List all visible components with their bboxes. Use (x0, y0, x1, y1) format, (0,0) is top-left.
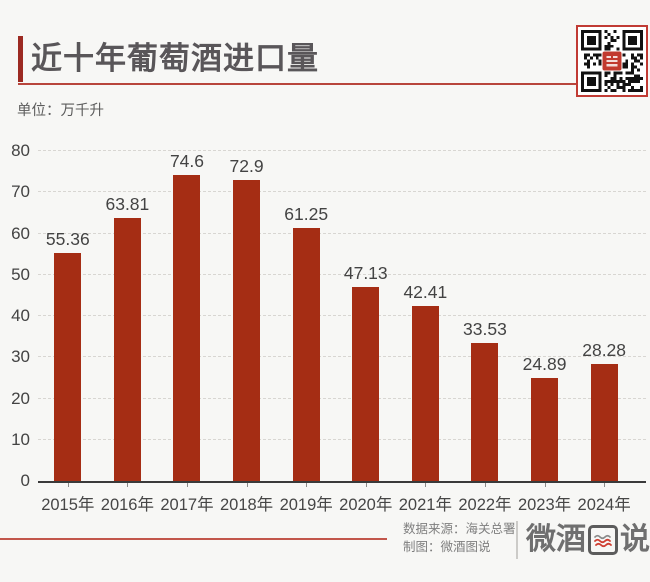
y-axis-label-50: 50 (11, 264, 30, 284)
bar-value-label: 61.25 (284, 204, 329, 225)
gridline-40 (38, 315, 646, 316)
bar-group-2018年: 72.9 (217, 151, 277, 487)
gridline-50 (38, 273, 646, 275)
credit-label: 制图：微酒图说 (403, 540, 491, 554)
bar-value-label: 28.28 (582, 340, 627, 361)
axis-tick (604, 483, 606, 487)
page-title: 近十年葡萄酒进口量 (31, 41, 319, 76)
bar-group-2022年: 33.53 (455, 151, 515, 487)
axis-tick (365, 483, 367, 487)
x-axis-label-2015年: 2015年 (41, 496, 95, 514)
logo-text-left: 微酒 (526, 523, 586, 556)
footer: 数据来源：海关总署 制图：微酒图说 微酒 说 (0, 515, 650, 582)
bar-group-2024年: 28.28 (574, 151, 634, 487)
bar-value-label: 42.41 (403, 282, 448, 303)
bar (173, 175, 201, 481)
bar (233, 180, 261, 481)
unit-label: 单位：万千升 (17, 103, 104, 119)
y-axis-label-0: 0 (20, 471, 30, 490)
axis-tick (425, 483, 427, 487)
axis-tick (246, 483, 248, 487)
data-source-label: 数据来源：海关总署 (403, 522, 516, 536)
x-axis-label-2016年: 2016年 (100, 496, 154, 514)
bar-group-2016年: 63.81 (98, 151, 158, 487)
x-axis-label-2022年: 2022年 (458, 496, 512, 514)
header: 近十年葡萄酒进口量 (18, 35, 648, 85)
bar (352, 286, 380, 481)
y-axis-label-80: 80 (11, 141, 30, 160)
logo-picture-badge (588, 525, 618, 555)
bar-value-label: 74.6 (169, 151, 205, 171)
x-axis-label-2023年: 2023年 (517, 496, 572, 514)
bar (54, 252, 82, 481)
gridline-10 (38, 438, 646, 440)
axis-tick (127, 483, 129, 487)
axis-tick (186, 483, 188, 487)
source-block: 数据来源：海关总署 制图：微酒图说 (403, 520, 516, 556)
bar (113, 217, 141, 481)
y-axis-label-10: 10 (11, 429, 30, 449)
logo-text-right: 说 (620, 523, 650, 556)
bar (471, 342, 499, 481)
x-axis-label-2018年: 2018年 (219, 496, 274, 514)
x-axis-label-2021年: 2021年 (398, 496, 452, 514)
gridline-60 (38, 232, 646, 234)
axis-tick (544, 483, 546, 487)
chart-plot-area: 0 10 20 30 40 50 60 70 80 55.36 63.81 74.6 72.9 61.25… (11, 142, 646, 489)
x-axis-label-2024年: 2024年 (577, 496, 631, 514)
bar-value-label: 24.89 (522, 354, 567, 375)
bar-group-2019年: 61.25 (276, 151, 336, 487)
bar-group-2015年: 55.36 (38, 151, 98, 487)
gridline-20 (38, 397, 646, 399)
bar-group-2020年: 47.13 (336, 151, 396, 487)
bar (292, 228, 320, 481)
axis-tick (306, 483, 308, 487)
y-axis-label-20: 20 (11, 388, 30, 408)
title-accent-bar (18, 36, 23, 82)
bars-row: 55.36 63.81 74.6 72.9 61.25 47.13 42.41 33.53 24… (38, 151, 634, 487)
bar-group-2023年: 24.89 (515, 151, 575, 487)
bar (590, 364, 618, 481)
bar-chart: 0 10 20 30 40 50 60 70 80 55.36 63.81 74.6 72.9 61.25… (0, 142, 650, 515)
bar-value-label: 47.13 (343, 262, 388, 283)
bar (531, 378, 559, 481)
gridline-30 (38, 356, 646, 358)
axis-tick (484, 483, 486, 487)
gridline-80 (38, 150, 646, 151)
x-axis-label-2020年: 2020年 (339, 496, 393, 514)
y-axis-label-60: 60 (11, 223, 30, 243)
wave-lines-icon (594, 534, 612, 548)
bar-value-label: 72.9 (229, 156, 264, 177)
qr-code (576, 25, 648, 97)
y-axis-label-30: 30 (11, 347, 30, 367)
bar (411, 306, 439, 481)
gridline-70 (38, 191, 646, 193)
axis-tick (67, 483, 69, 487)
footer-divider (516, 521, 518, 559)
x-axis-label-2017年: 2017年 (160, 496, 214, 514)
footer-rule (0, 538, 387, 540)
y-axis-label-40: 40 (11, 306, 30, 325)
bar-value-label: 63.81 (105, 193, 150, 214)
bar-value-label: 33.53 (463, 318, 507, 339)
bar-group-2017年: 74.6 (157, 151, 217, 487)
bar-group-2021年: 42.41 (396, 151, 456, 487)
y-axis-label-70: 70 (11, 182, 30, 202)
qr-code-icon (581, 30, 643, 92)
bar-value-label: 55.36 (45, 228, 90, 249)
publisher-logo: 微酒 说 (526, 519, 650, 561)
x-axis-label-2019年: 2019年 (279, 496, 333, 514)
x-axis-labels: 2015年 2016年 2017年 2018年 2019年 2020年 2021年 2022年… (38, 483, 634, 515)
